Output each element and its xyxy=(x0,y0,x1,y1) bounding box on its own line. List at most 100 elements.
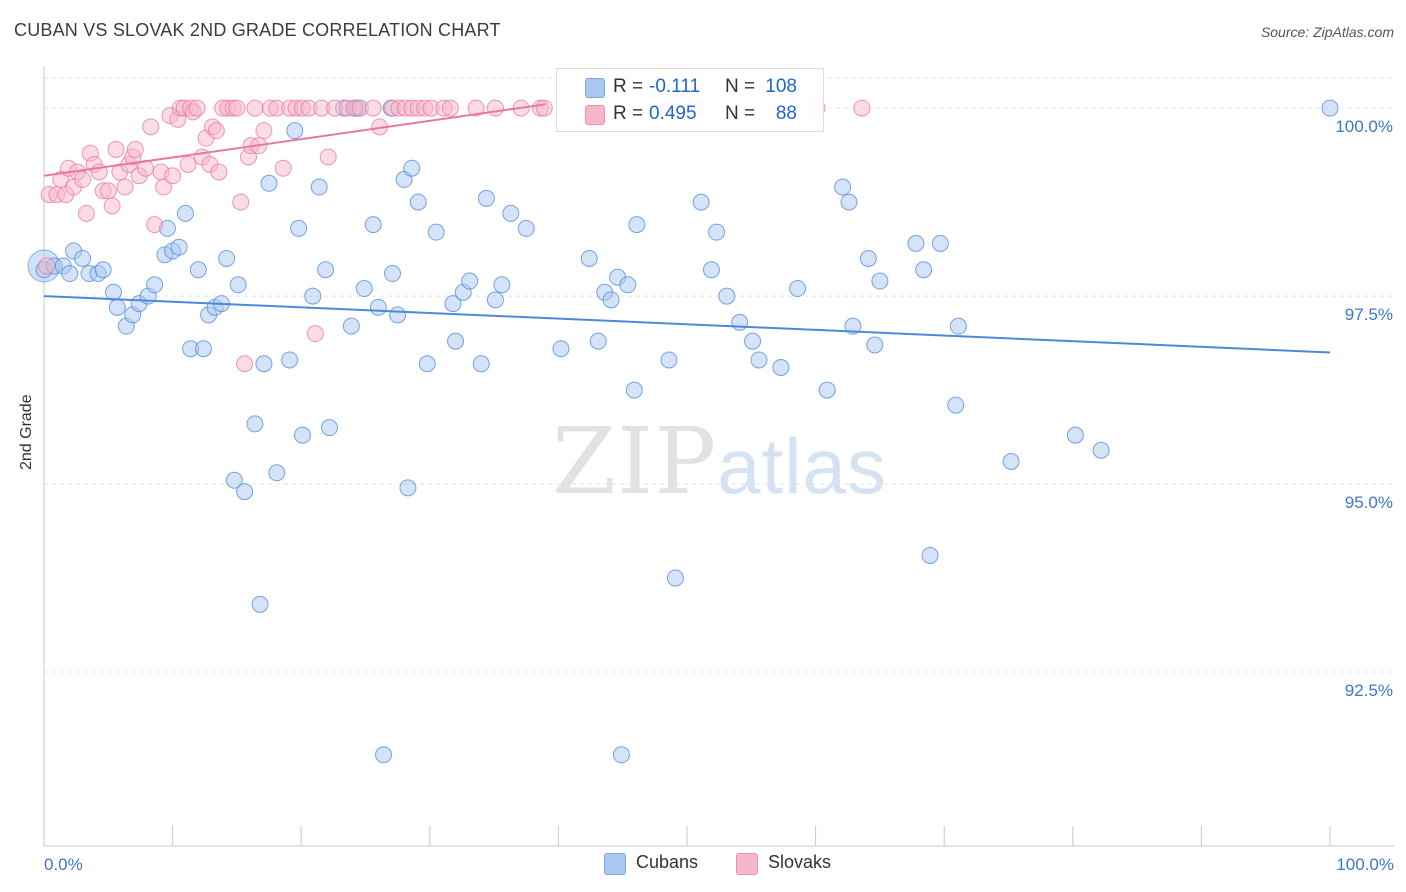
cubans-point xyxy=(293,426,311,444)
cubans-point xyxy=(461,272,479,290)
slovaks-point xyxy=(236,355,254,373)
cubans-point xyxy=(834,178,852,196)
cubans-point xyxy=(94,261,112,279)
watermark-atlas: atlas xyxy=(717,422,887,510)
slovaks-point xyxy=(116,178,134,196)
legend-label-cubans: Cubans xyxy=(636,852,699,872)
slovaks-point xyxy=(441,99,459,117)
watermark-zip: ZIP xyxy=(552,408,718,515)
slovaks-point xyxy=(146,216,164,234)
cubans-point xyxy=(399,479,417,497)
slovaks-point xyxy=(232,193,250,211)
cubans-point xyxy=(708,223,726,241)
slovaks-point xyxy=(246,99,264,117)
cubans-point xyxy=(517,219,535,237)
cubans-point xyxy=(625,381,643,399)
x-tick-label-min: 0.0% xyxy=(44,855,83,874)
legend-swatch-cubans xyxy=(604,853,626,875)
cubans-point xyxy=(750,351,768,369)
cubans-point xyxy=(949,317,967,335)
cubans-point xyxy=(772,359,790,377)
cubans-point xyxy=(915,261,933,279)
cubans-point xyxy=(375,746,393,764)
cubans-point xyxy=(477,189,495,207)
cubans-point xyxy=(170,238,188,256)
cubans-point xyxy=(320,419,338,437)
slovaks-point xyxy=(255,122,273,140)
cubans-point xyxy=(108,298,126,316)
slovaks-point xyxy=(155,178,173,196)
x-tick-label-max: 100.0% xyxy=(1336,855,1394,874)
cubans-point xyxy=(229,276,247,294)
stats-r-value: -0.111 xyxy=(649,76,701,97)
cubans-point xyxy=(286,122,304,140)
cubans-point xyxy=(840,193,858,211)
stats-row-slovaks: R = 0.495 N = 88 xyxy=(557,101,823,129)
cubans-point xyxy=(1002,453,1020,470)
cubans-point xyxy=(718,287,736,305)
slovaks-point xyxy=(306,325,324,343)
slovaks-point xyxy=(535,99,553,117)
slovaks-point xyxy=(210,163,228,181)
cubans-point xyxy=(628,216,646,234)
y-tick-label: 92.5% xyxy=(1345,681,1393,700)
chart-title: CUBAN VS SLOVAK 2ND GRADE CORRELATION CH… xyxy=(14,20,501,40)
slovaks-trend-line xyxy=(43,103,546,177)
cubans-point xyxy=(427,223,445,241)
cubans-point xyxy=(176,204,194,222)
cubans-point xyxy=(355,280,373,298)
slovaks-point xyxy=(319,148,337,166)
slovaks-point xyxy=(179,155,197,173)
cubans-point xyxy=(921,546,939,564)
source-label: Source: ZipAtlas.com xyxy=(1260,24,1394,40)
cubans-point xyxy=(486,291,504,309)
cubans-point xyxy=(866,336,884,354)
slovaks-point xyxy=(142,118,160,136)
cubans-point xyxy=(589,332,607,350)
slovaks-point xyxy=(107,140,125,158)
slovaks-point xyxy=(274,159,292,177)
slovaks-point xyxy=(486,99,504,117)
cubans-point xyxy=(236,483,254,501)
stats-n-value: 108 xyxy=(765,76,797,97)
slovaks-point xyxy=(126,140,144,158)
stats-box: R = -0.111 N = 108 R = 0.495 N = 88 xyxy=(556,68,824,132)
stats-r-value: 0.495 xyxy=(649,103,697,124)
cubans-point xyxy=(304,287,322,305)
cubans-point xyxy=(364,216,382,234)
slovaks-point xyxy=(74,171,92,189)
cubans-point xyxy=(692,193,710,211)
cubans-point xyxy=(580,249,598,267)
cubans-point xyxy=(702,261,720,279)
cubans-point xyxy=(268,464,286,482)
slovaks-point xyxy=(164,167,182,185)
cubans-point xyxy=(859,249,877,267)
stats-swatch-slovaks xyxy=(585,105,605,125)
cubans-point xyxy=(418,355,436,373)
cubans-point xyxy=(384,265,402,283)
cubans-point xyxy=(1066,426,1084,444)
cubans-point xyxy=(444,295,462,313)
cubans-point xyxy=(612,746,630,764)
stats-swatch-cubans xyxy=(585,78,605,98)
slovaks-point xyxy=(103,197,121,215)
cubans-point xyxy=(844,317,862,335)
cubans-point xyxy=(389,306,407,324)
watermark: ZIPatlas xyxy=(552,408,887,515)
stats-r-label: R = xyxy=(613,76,644,97)
slovaks-point xyxy=(99,182,117,200)
y-tick-label: 100.0% xyxy=(1335,117,1393,136)
slovaks-point xyxy=(228,99,246,117)
cubans-point xyxy=(789,280,807,298)
cubans-point xyxy=(225,471,243,489)
cubans-point xyxy=(342,317,360,335)
slovaks-point xyxy=(467,99,485,117)
cubans-point xyxy=(447,332,465,350)
cubans-point xyxy=(552,340,570,358)
cubans-point xyxy=(660,351,678,369)
cubans-point xyxy=(931,234,949,252)
cubans-point xyxy=(409,193,427,211)
cubans-point xyxy=(369,298,387,316)
cubans-point xyxy=(260,174,278,192)
